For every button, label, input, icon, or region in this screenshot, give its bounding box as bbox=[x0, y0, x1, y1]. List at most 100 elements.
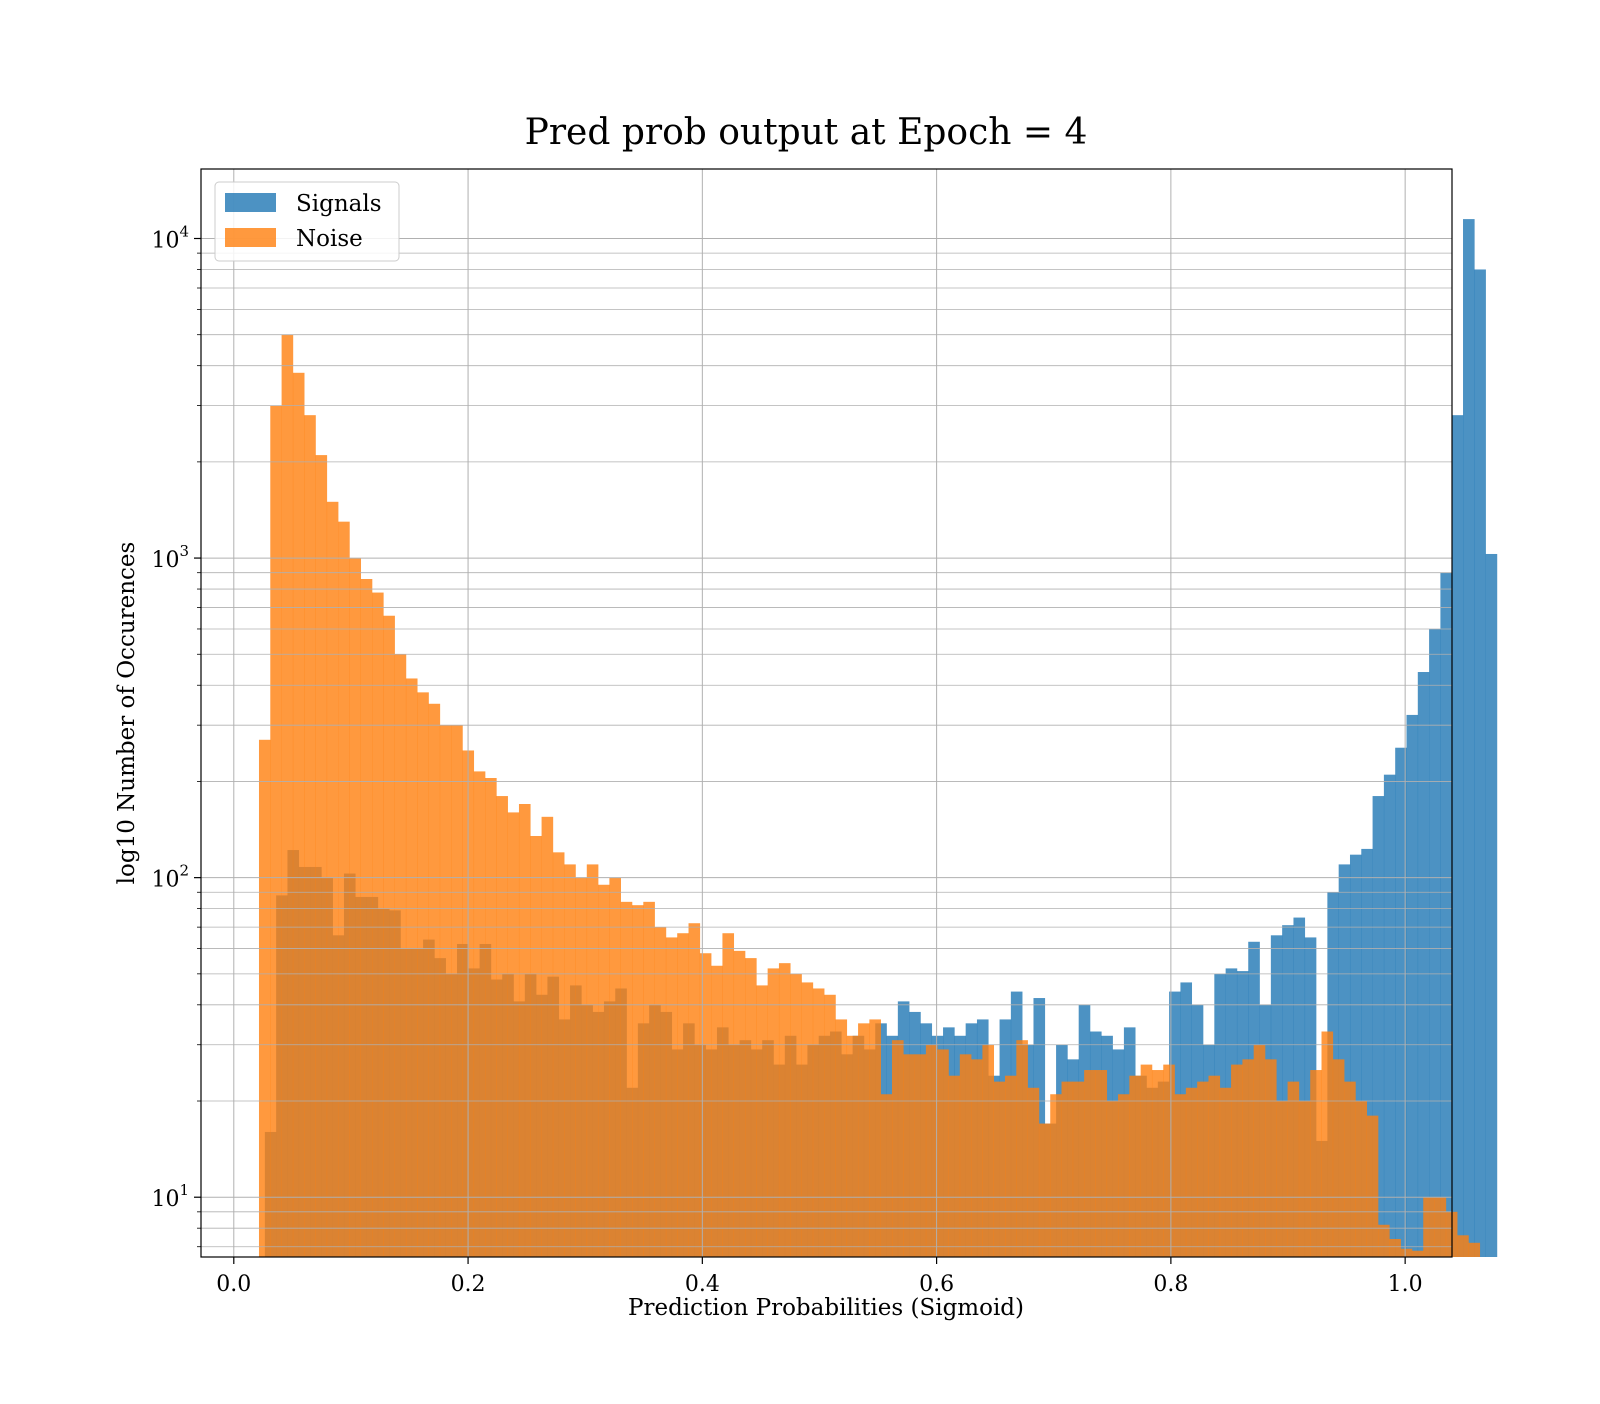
bar-noise-38 bbox=[688, 923, 701, 1257]
bar-noise-82 bbox=[1185, 1087, 1198, 1257]
bar-noise-98 bbox=[1366, 1115, 1379, 1257]
bar-signals-102 bbox=[1417, 672, 1430, 1257]
bar-noise-87 bbox=[1242, 1059, 1254, 1257]
bar-noise-4 bbox=[304, 415, 316, 1257]
bar-noise-100 bbox=[1389, 1239, 1401, 1257]
bar-noise-19 bbox=[473, 771, 486, 1257]
bar-noise-106 bbox=[1457, 1235, 1469, 1257]
bar-noise-5 bbox=[315, 455, 328, 1258]
bar-noise-88 bbox=[1253, 1044, 1266, 1257]
bar-signals-97 bbox=[1361, 848, 1373, 1257]
x-axis-ticks: 0.0 0.2 0.4 0.6 0.8 1.0 bbox=[216, 1257, 1423, 1297]
bar-noise-14 bbox=[417, 692, 429, 1257]
x-tick-label-2: 0.4 bbox=[685, 1272, 720, 1297]
bar-noise-64 bbox=[982, 1044, 995, 1257]
bar-noise-29 bbox=[586, 864, 599, 1257]
bar-noise-58 bbox=[914, 1054, 927, 1257]
bar-noise-89 bbox=[1264, 1059, 1277, 1257]
bar-signals-108 bbox=[1485, 553, 1498, 1257]
bar-noise-33 bbox=[632, 905, 644, 1257]
x-tick-label-3: 0.6 bbox=[919, 1272, 954, 1297]
bar-noise-11 bbox=[383, 615, 395, 1257]
x-tick-label-5: 1.0 bbox=[1388, 1272, 1423, 1297]
bar-noise-43 bbox=[745, 958, 757, 1257]
bar-noise-65 bbox=[993, 1081, 1006, 1257]
bar-noise-62 bbox=[959, 1054, 972, 1257]
bar-signals-101 bbox=[1406, 714, 1419, 1257]
bar-noise-56 bbox=[891, 1040, 904, 1257]
bar-noise-16 bbox=[439, 725, 452, 1257]
y-tick-label-3: 104 bbox=[151, 223, 189, 254]
bar-noise-102 bbox=[1411, 1250, 1424, 1257]
bar-signals-106 bbox=[1463, 219, 1475, 1258]
bar-noise-55 bbox=[880, 1094, 893, 1257]
bar-noise-95 bbox=[1332, 1059, 1345, 1257]
bar-noise-40 bbox=[711, 965, 723, 1257]
bar-noise-86 bbox=[1231, 1064, 1243, 1257]
bar-noise-76 bbox=[1118, 1094, 1130, 1257]
bar-noise-57 bbox=[903, 1054, 915, 1257]
bar-noise-53 bbox=[858, 1023, 870, 1257]
legend-swatch-signals bbox=[225, 193, 276, 212]
bar-noise-52 bbox=[846, 1035, 859, 1257]
chart-title: Pred prob output at Epoch = 4 bbox=[525, 112, 1088, 153]
bar-noise-80 bbox=[1163, 1064, 1175, 1257]
y-tick-label-2: 103 bbox=[151, 542, 189, 573]
bar-noise-107 bbox=[1468, 1242, 1481, 1257]
bar-noise-50 bbox=[824, 994, 836, 1257]
bar-noise-39 bbox=[699, 953, 712, 1257]
bar-noise-27 bbox=[564, 864, 576, 1257]
bar-noise-3 bbox=[292, 372, 305, 1257]
bar-signals-98 bbox=[1372, 796, 1385, 1257]
bar-noise-44 bbox=[756, 985, 768, 1257]
bar-noise-31 bbox=[609, 877, 621, 1257]
bar-noise-84 bbox=[1208, 1075, 1221, 1257]
bar-noise-104 bbox=[1434, 1197, 1447, 1257]
bar-noise-21 bbox=[496, 796, 508, 1257]
bar-noise-13 bbox=[405, 678, 418, 1257]
bar-noise-12 bbox=[394, 654, 407, 1257]
bar-noise-48 bbox=[801, 982, 814, 1257]
bar-noise-41 bbox=[722, 933, 735, 1257]
bar-noise-26 bbox=[552, 852, 565, 1257]
y-axis-label: log10 Number of Occurences bbox=[114, 542, 140, 885]
bar-signals-100 bbox=[1395, 747, 1407, 1257]
bar-noise-23 bbox=[518, 804, 531, 1257]
bar-signals-105 bbox=[1451, 415, 1464, 1257]
bar-noise-0 bbox=[258, 739, 271, 1257]
bar-noise-37 bbox=[677, 933, 689, 1257]
bar-signals-89 bbox=[1270, 935, 1283, 1257]
bar-noise-63 bbox=[971, 1059, 983, 1257]
bar-signals-107 bbox=[1474, 269, 1486, 1258]
bars-layer bbox=[258, 219, 1498, 1258]
bar-signals-96 bbox=[1349, 854, 1362, 1257]
bar-noise-42 bbox=[733, 950, 746, 1257]
bar-noise-61 bbox=[948, 1075, 961, 1257]
bar-noise-51 bbox=[835, 1019, 848, 1257]
bar-noise-99 bbox=[1378, 1224, 1390, 1257]
plot-frame bbox=[200, 168, 1453, 1258]
bar-noise-10 bbox=[372, 592, 384, 1257]
bar-noise-73 bbox=[1084, 1070, 1096, 1257]
bar-noise-30 bbox=[598, 884, 610, 1257]
y-tick-label-1: 102 bbox=[151, 862, 189, 893]
bar-noise-28 bbox=[575, 877, 588, 1257]
bar-noise-54 bbox=[869, 1019, 881, 1257]
bar-noise-74 bbox=[1095, 1070, 1108, 1257]
bar-noise-1 bbox=[270, 405, 282, 1258]
bar-noise-81 bbox=[1174, 1094, 1187, 1257]
bar-noise-70 bbox=[1050, 1094, 1062, 1257]
bar-noise-94 bbox=[1321, 1031, 1334, 1257]
bar-noise-71 bbox=[1061, 1081, 1074, 1257]
y-axis-ticks: 101 102 103 104 bbox=[151, 223, 201, 1248]
bar-noise-83 bbox=[1197, 1081, 1209, 1257]
bar-noise-79 bbox=[1151, 1070, 1164, 1257]
bar-noise-2 bbox=[281, 334, 294, 1257]
legend-label-signals: Signals bbox=[296, 191, 382, 217]
x-tick-label-1: 0.2 bbox=[451, 1272, 486, 1297]
bar-noise-7 bbox=[338, 521, 350, 1257]
bar-signals-103 bbox=[1429, 628, 1441, 1257]
bar-noise-6 bbox=[326, 501, 339, 1257]
legend: Signals Noise bbox=[214, 181, 400, 262]
